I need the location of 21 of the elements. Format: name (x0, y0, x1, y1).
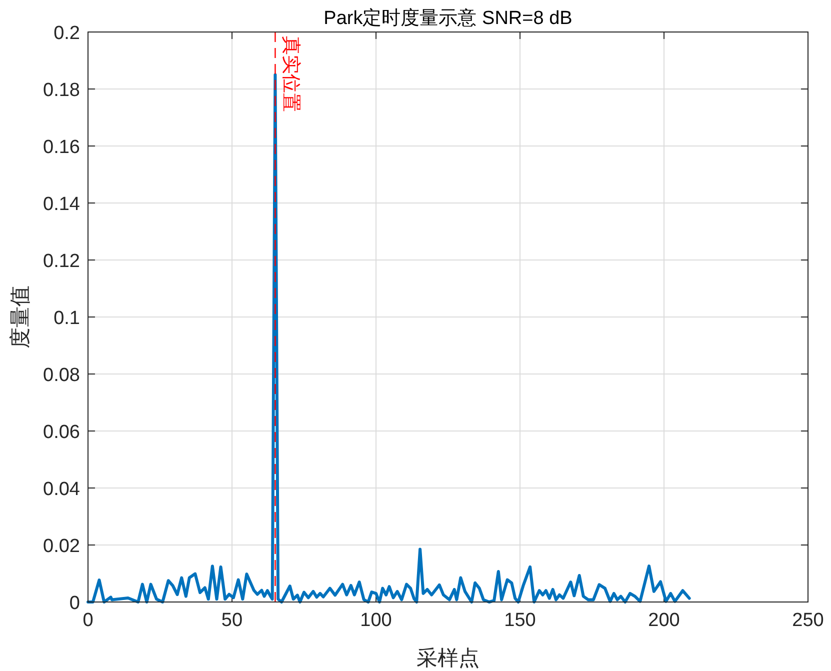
x-axis-title: 采样点 (416, 646, 480, 670)
y-axis-title: 度量值 (8, 286, 32, 348)
ref-line-label: 真实位置 (280, 36, 302, 112)
x-tick-label: 100 (360, 610, 392, 631)
y-tick-label: 0.1 (54, 308, 80, 329)
y-tick-label: 0.2 (54, 23, 80, 44)
y-tick-label: 0.16 (43, 137, 80, 158)
chart-title: Park定时度量示意 SNR=8 dB (324, 7, 572, 29)
y-tick-label: 0.12 (43, 251, 80, 272)
x-tick-label: 50 (221, 610, 243, 631)
y-tick-label: 0.04 (43, 479, 80, 500)
x-tick-label: 200 (648, 610, 680, 631)
y-tick-label: 0.14 (43, 194, 80, 215)
y-tick-label: 0.08 (43, 365, 80, 386)
x-tick-label: 150 (504, 610, 536, 631)
x-tick-label: 0 (82, 610, 94, 631)
x-tick-label: 250 (792, 610, 824, 631)
y-tick-label: 0.06 (43, 422, 80, 443)
y-tick-label: 0 (69, 593, 80, 614)
y-tick-label: 0.02 (43, 536, 80, 557)
y-tick-label: 0.18 (43, 80, 80, 101)
